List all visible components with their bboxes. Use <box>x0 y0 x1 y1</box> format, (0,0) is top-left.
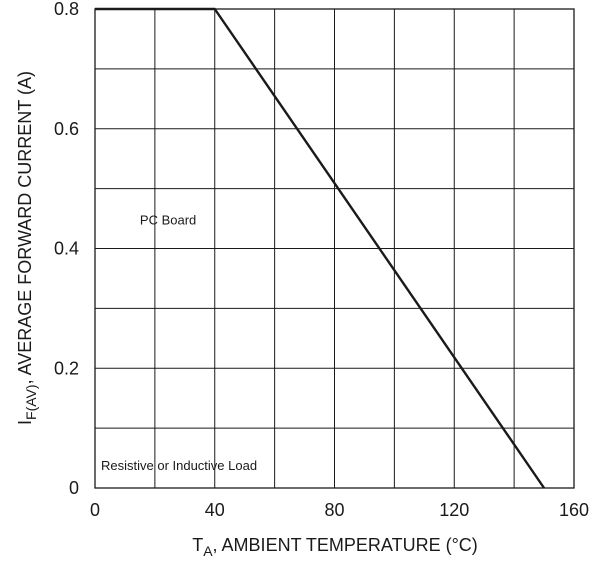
y-axis-symbol: I <box>15 420 35 425</box>
y-tick-label: 0.4 <box>54 239 79 259</box>
tick-labels: 0 40 80 120 160 0 0.2 0.4 0.6 0.8 <box>54 0 589 520</box>
y-tick-label: 0 <box>69 478 79 498</box>
plot-frame <box>94 8 575 489</box>
x-axis-symbol: T <box>192 535 203 555</box>
x-tick-label: 0 <box>90 500 100 520</box>
x-tick-label: 120 <box>439 500 469 520</box>
annotation-label: Resistive or Inductive Load <box>101 458 257 473</box>
y-tick-label: 0.8 <box>54 0 79 19</box>
annotations: PC Board Resistive or Inductive Load <box>101 213 257 473</box>
series-line-1 <box>95 7 546 489</box>
x-axis-subscript: A <box>203 543 213 559</box>
x-tick-label: 40 <box>205 500 225 520</box>
y-axis-subscript: F(AV) <box>23 384 39 420</box>
x-axis-title: , AMBIENT TEMPERATURE (°C) <box>213 535 478 555</box>
y-axis-title: , AVERAGE FORWARD CURRENT (A) <box>15 71 35 384</box>
series-layer <box>95 7 546 489</box>
x-tick-label: 80 <box>324 500 344 520</box>
grid-lines <box>95 9 574 488</box>
x-axis-label: TA, AMBIENT TEMPERATURE (°C) <box>192 535 478 559</box>
x-tick-label: 160 <box>559 500 589 520</box>
y-tick-label: 0.2 <box>54 358 79 378</box>
y-axis-label: IF(AV), AVERAGE FORWARD CURRENT (A) <box>15 71 39 425</box>
y-tick-label: 0.6 <box>54 119 79 139</box>
annotation-label: PC Board <box>140 213 196 228</box>
